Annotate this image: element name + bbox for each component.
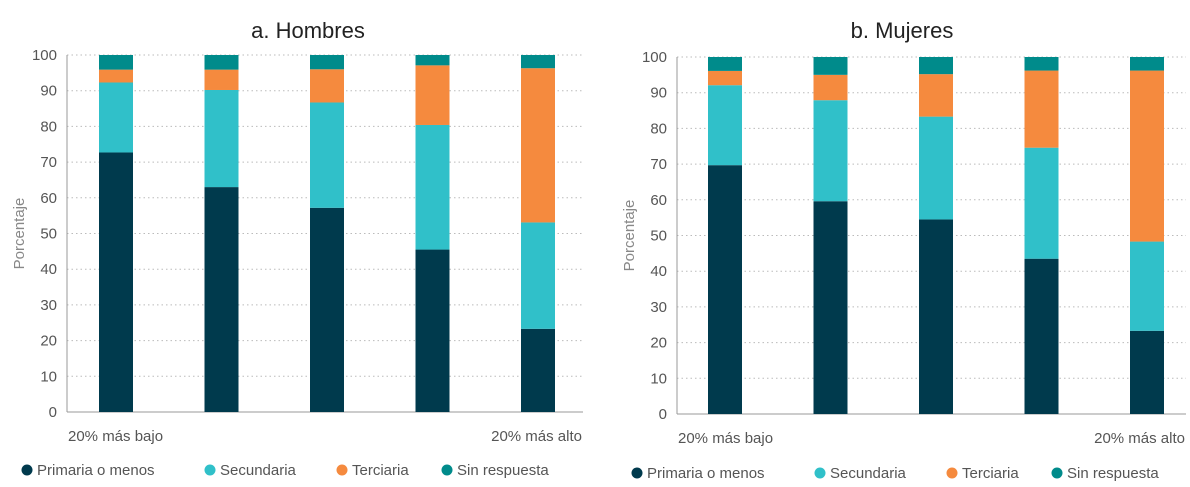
bar-segment [1024, 57, 1059, 71]
bar-segment [1024, 147, 1059, 259]
y-tick-label: 60 [40, 190, 57, 207]
bar-segment [204, 69, 239, 90]
chart-panel-mujeres: b. Mujeres 0 10 20 30 40 50 60 70 80 90 100 Porcenta… [621, 18, 1186, 482]
bar-segment [521, 68, 555, 223]
bar-segment [1130, 57, 1164, 71]
y-tick-label: 40 [40, 261, 57, 278]
y-tick-label: 90 [40, 83, 57, 100]
chart-panel-hombres: a. Hombres 0 10 20 30 40 50 60 70 80 90 100 Porcenta… [11, 18, 583, 479]
bar-segment [919, 57, 953, 75]
bar-segment [708, 165, 742, 414]
y-tick-label: 0 [49, 404, 57, 421]
bar-segment [813, 74, 848, 101]
bar-segment [415, 55, 450, 66]
y-tick-label: 90 [650, 85, 667, 102]
y-tick-label: 30 [40, 297, 57, 314]
legend-marker [814, 467, 826, 479]
legend-marker [946, 467, 958, 479]
y-tick-label: 10 [650, 370, 667, 387]
bar-segment [310, 102, 344, 208]
y-tick-label: 100 [642, 49, 667, 66]
bar-segment [708, 57, 742, 71]
legend-label: Primaria o menos [37, 462, 155, 479]
y-tick-label: 50 [40, 226, 57, 243]
chart-title: b. Mujeres [851, 18, 954, 43]
x-label-left: 20% más bajo [68, 428, 163, 445]
bar-segment [521, 222, 555, 329]
bar-segment [708, 85, 742, 166]
bar-segment [1130, 241, 1164, 331]
bar-segment [310, 207, 344, 412]
legend-label: Sin respuesta [1067, 465, 1159, 482]
y-tick-label: 100 [32, 47, 57, 64]
y-tick-label: 70 [40, 154, 57, 171]
legend-label: Secundaria [220, 462, 297, 479]
bar-segment [99, 55, 133, 70]
legend-label: Terciaria [352, 462, 409, 479]
bar-segment [1024, 258, 1059, 414]
bar-segment [99, 152, 133, 412]
y-tick-label: 60 [650, 192, 667, 209]
bar-segment [919, 74, 953, 117]
bar-segment [310, 69, 344, 103]
x-label-left: 20% más bajo [678, 430, 773, 447]
bar-segment [204, 89, 239, 188]
legend-label: Terciaria [962, 465, 1019, 482]
bar-segment [204, 55, 239, 70]
bar-segment [204, 187, 239, 412]
legend-label: Primaria o menos [647, 465, 765, 482]
bar-segment [813, 57, 848, 75]
bar-segment [415, 65, 450, 125]
legend-label: Secundaria [830, 465, 907, 482]
bar-segment [708, 70, 742, 86]
bar-segment [99, 82, 133, 153]
y-axis-label: Porcentaje [621, 200, 638, 272]
y-tick-label: 10 [40, 368, 57, 385]
bar-segment [1130, 330, 1164, 414]
bar-segment [310, 55, 344, 70]
x-label-right: 20% más alto [491, 428, 582, 445]
y-tick-label: 70 [650, 156, 667, 173]
legend-marker [441, 464, 453, 476]
y-tick-label: 50 [650, 228, 667, 245]
legend-marker [336, 464, 348, 476]
bar-segment [99, 69, 133, 83]
bar-segment [521, 328, 555, 412]
legend-marker [631, 467, 643, 479]
bar-segment [415, 249, 450, 412]
legend-marker [1051, 467, 1063, 479]
y-tick-label: 30 [650, 299, 667, 316]
bar-segment [521, 55, 555, 69]
bar-segment [1024, 70, 1059, 148]
legend-marker [21, 464, 33, 476]
y-axis-label: Porcentaje [11, 198, 28, 270]
y-tick-label: 40 [650, 263, 667, 280]
bar-segment [415, 124, 450, 250]
legend-label: Sin respuesta [457, 462, 549, 479]
bar-segment [1130, 70, 1164, 242]
bar-segment [813, 100, 848, 202]
chart-title: a. Hombres [251, 18, 365, 43]
bar-segment [919, 116, 953, 220]
x-label-right: 20% más alto [1094, 430, 1185, 447]
y-tick-label: 80 [40, 118, 57, 135]
y-tick-label: 20 [650, 335, 667, 352]
legend-marker [204, 464, 216, 476]
y-tick-label: 20 [40, 333, 57, 350]
bar-segment [813, 201, 848, 414]
y-tick-label: 0 [659, 406, 667, 423]
bar-segment [919, 219, 953, 414]
y-tick-label: 80 [650, 120, 667, 137]
